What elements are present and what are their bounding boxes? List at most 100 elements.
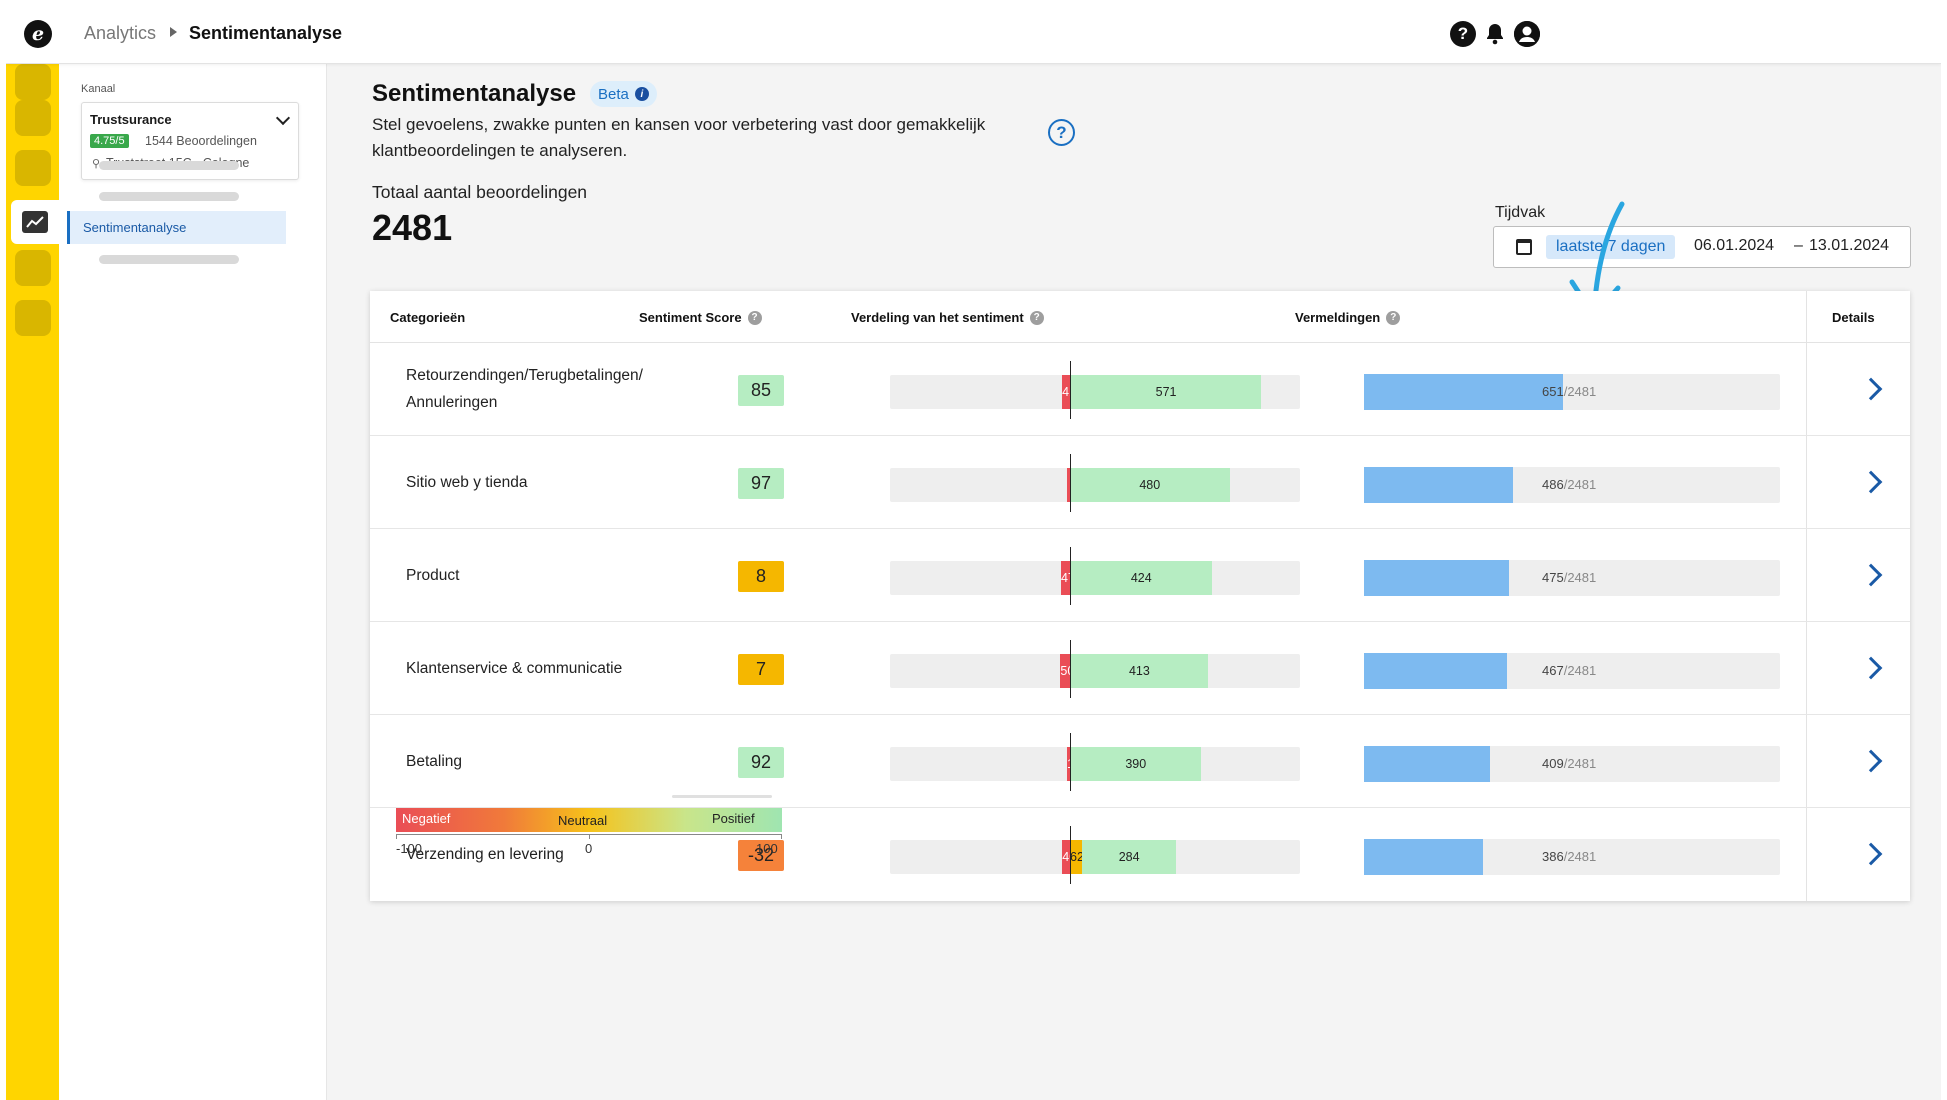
category-name: Product [406, 567, 460, 584]
rail-item-3[interactable] [15, 150, 51, 186]
bell-icon[interactable] [1482, 21, 1508, 47]
chevron-right-icon[interactable] [1859, 377, 1883, 401]
app-rail [6, 64, 59, 1100]
rail-item-6[interactable] [15, 300, 51, 336]
top-bar: e Analytics Sentimentanalyse ? [6, 4, 1941, 64]
logo-icon[interactable]: e [24, 20, 52, 48]
mentions-fill [1364, 467, 1514, 503]
sentiment-distribution-bar: 474424 [890, 561, 1300, 595]
main-content: Sentimentanalyse Beta i Stel gevoelens, … [328, 64, 1941, 1100]
details-column-divider [1806, 291, 1807, 901]
mentions-value: 467 [1542, 663, 1564, 678]
info-icon[interactable]: ? [1029, 310, 1044, 325]
help-icon[interactable]: ? [1450, 21, 1476, 47]
chevron-right-icon[interactable] [1859, 563, 1883, 587]
table-row[interactable]: Betaling 92 145390 409/2481 [370, 715, 1910, 808]
zero-marker [1070, 454, 1071, 512]
sentiment-score: 97 [738, 468, 784, 499]
sentiment-distribution-bar: 145390 [890, 747, 1300, 781]
mentions-bar: 467/2481 [1364, 653, 1780, 689]
page-description: Stel gevoelens, zwakke punten en kansen … [372, 115, 986, 160]
mentions-value: 651 [1542, 384, 1564, 399]
zero-marker [1070, 640, 1071, 698]
table-row[interactable]: Klantenservice & communicatie 7 504413 467/… [370, 622, 1910, 715]
rail-item-analytics[interactable] [11, 200, 59, 244]
rail-item-1[interactable] [15, 64, 51, 100]
legend-tick [396, 834, 397, 839]
period-preset[interactable]: laatste 7 dagen [1546, 235, 1676, 259]
legend-tick [781, 834, 782, 839]
total-reviews-value: 2481 [372, 207, 453, 248]
header-details: Details [1832, 310, 1875, 325]
nav-item-placeholder[interactable] [99, 161, 239, 170]
sentiment-distribution-bar: 416571 [890, 375, 1300, 409]
horizontal-scrollbar[interactable] [672, 795, 772, 798]
category-name: Retourzendingen/Terugbetalingen/ Annuler… [406, 367, 643, 411]
chevron-right-icon[interactable] [1859, 749, 1883, 773]
table-row[interactable]: Verzending en levering -32 4062284 386/2481 [370, 808, 1910, 901]
header-distribution: Verdeling van het sentiment? [851, 310, 1044, 325]
mentions-value: 486 [1542, 477, 1564, 492]
positive-segment: 571 [1071, 375, 1261, 409]
chevron-right-icon[interactable] [1859, 470, 1883, 494]
nav-item-sentimentanalyse[interactable]: Sentimentanalyse [67, 211, 286, 244]
rail-item-5[interactable] [15, 250, 51, 286]
table-row[interactable]: Retourzendingen/Terugbetalingen/ Annuler… [370, 343, 1910, 436]
mentions-count: 486/2481 [1542, 477, 1596, 492]
channel-selector[interactable]: Trustsurance 4.75/5 1544 Beoordelingen ⚲… [81, 102, 299, 180]
nav-item-placeholder[interactable] [99, 192, 239, 201]
channel-label: Kanaal [81, 83, 116, 95]
page-title: Sentimentanalyse [372, 80, 577, 107]
table-row[interactable]: Product 8 474424 475/2481 [370, 529, 1910, 622]
rail-item-2[interactable] [15, 100, 51, 136]
mentions-fill [1364, 374, 1564, 410]
mentions-fill [1364, 653, 1508, 689]
help-icon[interactable]: ? [1048, 119, 1075, 146]
sentiment-score: 92 [738, 747, 784, 778]
mentions-total: /2481 [1563, 384, 1597, 399]
info-icon[interactable]: i [634, 87, 649, 101]
mentions-value: 409 [1542, 756, 1564, 771]
period-selector[interactable]: laatste 7 dagen 06.01.2024 – 13.01.2024 [1493, 226, 1911, 268]
sentiment-table: Categorieën Sentiment Score? Verdeling v… [370, 291, 1910, 901]
mentions-total: /2481 [1563, 756, 1597, 771]
mentions-bar: 651/2481 [1364, 374, 1780, 410]
sentiment-distribution-bar: 4062284 [890, 840, 1300, 874]
chevron-right-icon[interactable] [1859, 842, 1883, 866]
date-to[interactable]: 13.01.2024 [1809, 237, 1890, 254]
user-icon[interactable] [1514, 21, 1540, 47]
info-icon[interactable]: ? [747, 310, 762, 325]
period-label: Tijdvak [1495, 204, 1546, 221]
header-divider [370, 342, 1910, 343]
sentiment-score: 8 [738, 561, 784, 592]
legend-positive: Positief [712, 811, 755, 826]
positive-segment: 413 [1070, 654, 1209, 688]
info-icon[interactable]: ? [1386, 310, 1401, 325]
legend-neutral: Neutraal [558, 813, 608, 828]
negative-segment: 47 [1060, 561, 1070, 595]
nav-item-placeholder[interactable] [99, 255, 239, 264]
review-count: 1544 Beoordelingen [145, 134, 257, 148]
sentiment-score: 85 [738, 375, 784, 406]
sentiment-score: 7 [738, 654, 784, 685]
table-row[interactable]: Sitio web y tienda 97 480 486/2481 [370, 436, 1910, 529]
category-name: Verzending en levering [406, 846, 564, 863]
positive-segment: 284 [1081, 840, 1177, 874]
legend-gradient [396, 808, 782, 832]
header-category: Categorieën [390, 310, 466, 325]
chevron-right-icon[interactable] [1859, 656, 1883, 680]
negative-segment: 41 [1062, 375, 1070, 409]
mentions-bar: 475/2481 [1364, 560, 1780, 596]
breadcrumb-analytics[interactable]: Analytics [84, 23, 157, 43]
legend-min: -100 [396, 841, 423, 856]
header-mentions: Vermeldingen? [1295, 310, 1401, 325]
date-from[interactable]: 06.01.2024 [1694, 237, 1775, 254]
rating-badge: 4.75/5 [90, 134, 129, 148]
negative-segment: 14 [1067, 747, 1070, 781]
mentions-fill [1364, 746, 1490, 782]
negative-segment: 40 [1062, 840, 1070, 874]
chevron-down-icon[interactable] [275, 110, 291, 126]
app-frame: e Analytics Sentimentanalyse ? Kanaal Tr… [6, 4, 1941, 1100]
sentiment-score: -32 [738, 840, 784, 871]
breadcrumb-current: Sentimentanalyse [189, 23, 343, 43]
